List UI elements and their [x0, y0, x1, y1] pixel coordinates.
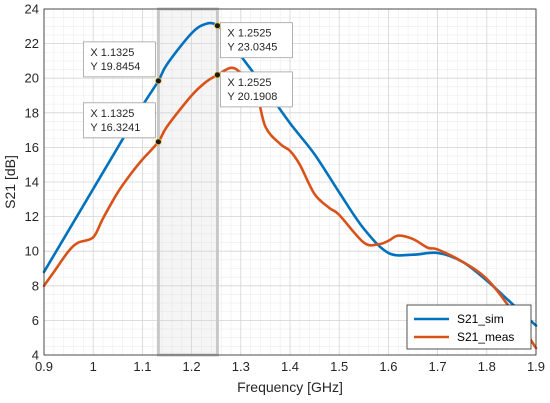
datatip: X 1.1325 Y 16.3241 [82, 102, 162, 146]
legend-label-S21_sim: S21_sim [457, 312, 504, 326]
x-tick-label: 1.2 [183, 359, 201, 374]
y-tick-label: 22 [25, 36, 39, 51]
datatip: X 1.2525 Y 20.1908 [214, 71, 293, 108]
datatip-x-text: X 1.1325 [90, 108, 134, 120]
datatip-box [82, 41, 156, 78]
x-tick-label: 1.9 [527, 359, 545, 374]
x-tick-label: 1.3 [232, 359, 250, 374]
series-line-S21_meas [42, 66, 538, 350]
y-tick-label: 6 [32, 313, 39, 328]
y-tick-label: 18 [25, 105, 39, 120]
datatips: X 1.1325 Y 19.8454 X 1.2525 Y 23.0345 X 1.13… [82, 22, 293, 146]
datatip-x-text: X 1.2525 [227, 28, 271, 40]
datatip-marker [154, 77, 162, 85]
x-axis-label: Frequency [GHz] [237, 379, 343, 395]
highlight-band-rect [156, 7, 219, 357]
y-tick-label: 14 [25, 175, 39, 190]
datatip-y-text: Y 19.8454 [90, 61, 140, 73]
y-tick-label: 4 [32, 348, 39, 363]
datatip: X 1.1325 Y 19.8454 [82, 41, 162, 85]
y-tick-label: 8 [32, 278, 39, 293]
datatip-box [220, 22, 293, 59]
x-tick-label: 1.1 [133, 359, 151, 374]
datatip-y-text: Y 16.3241 [90, 122, 140, 134]
highlight-band [156, 7, 219, 357]
datatip-marker [154, 138, 162, 146]
legend-box [406, 304, 532, 350]
x-tick-labels: 0.9 1 1.1 1.2 1.3 1.4 1.5 1.6 1.7 1.8 1.9 [35, 359, 545, 374]
y-tick-label: 20 [25, 71, 39, 86]
plot-frame [43, 8, 537, 356]
x-tick-label: 1.7 [429, 359, 447, 374]
datatip-marker [214, 71, 221, 79]
datatip-marker [214, 22, 221, 30]
y-tick-label: 12 [25, 209, 39, 224]
datatip-box [82, 102, 156, 139]
y-tick-label: 16 [25, 140, 39, 155]
x-tick-label: 1.6 [379, 359, 397, 374]
y-axis-label: S21 [dB] [2, 155, 18, 209]
datatip-y-text: Y 23.0345 [227, 42, 277, 54]
datatip-x-text: X 1.1325 [90, 47, 134, 59]
datatip-box [220, 71, 293, 108]
y-tick-label: 10 [25, 244, 39, 259]
x-tick-label: 1.5 [330, 359, 348, 374]
datatip-y-text: Y 20.1908 [227, 91, 277, 103]
datatip: X 1.2525 Y 23.0345 [214, 22, 293, 59]
legend-label-S21_meas: S21_meas [457, 330, 514, 344]
x-tick-label: 1.8 [478, 359, 496, 374]
y-tick-labels: 4 6 8 10 12 14 16 18 20 22 24 [25, 2, 39, 363]
x-tick-label: 1 [90, 359, 97, 374]
x-tick-label: 1.4 [281, 359, 299, 374]
datatip-x-text: X 1.2525 [227, 77, 271, 89]
x-tick-label: 0.9 [35, 359, 53, 374]
y-tick-label: 24 [25, 2, 39, 17]
legend: S21_sim S21_meas [406, 304, 532, 350]
